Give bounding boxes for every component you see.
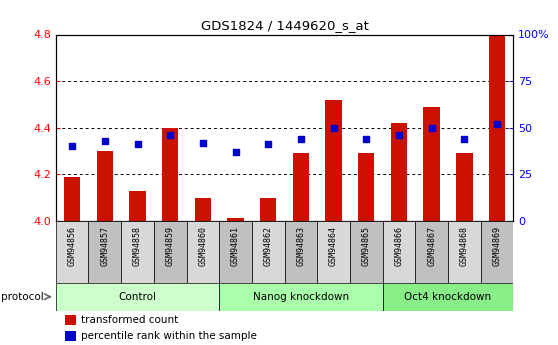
Bar — [489, 34, 505, 221]
Bar — [318, 221, 350, 283]
Point — [427, 125, 436, 130]
Bar — [350, 221, 383, 283]
Point — [264, 142, 273, 147]
Text: Nanog knockdown: Nanog knockdown — [253, 292, 349, 302]
Text: GSM94859: GSM94859 — [166, 226, 175, 266]
Bar — [480, 221, 513, 283]
Bar — [448, 221, 480, 283]
Bar — [89, 221, 121, 283]
Text: GSM94867: GSM94867 — [427, 226, 436, 266]
Point — [166, 132, 175, 138]
Text: GSM94856: GSM94856 — [68, 226, 76, 266]
Bar — [219, 283, 383, 310]
Bar — [162, 128, 179, 221]
Bar — [56, 283, 219, 310]
Text: Oct4 knockdown: Oct4 knockdown — [405, 292, 492, 302]
Bar — [391, 123, 407, 221]
Bar — [424, 107, 440, 221]
Bar — [293, 153, 309, 221]
Bar — [219, 221, 252, 283]
Text: GSM94864: GSM94864 — [329, 226, 338, 266]
Bar — [228, 218, 244, 221]
Point — [100, 138, 109, 144]
Text: protocol: protocol — [1, 292, 44, 302]
Bar — [154, 221, 186, 283]
Point — [133, 142, 142, 147]
Bar — [285, 221, 318, 283]
Bar — [195, 198, 211, 221]
Text: GSM94860: GSM94860 — [199, 226, 208, 266]
Bar — [121, 221, 154, 283]
Bar — [65, 315, 76, 325]
Bar — [129, 190, 146, 221]
Text: GSM94862: GSM94862 — [264, 226, 273, 266]
Bar — [415, 221, 448, 283]
Point — [199, 140, 208, 145]
Bar — [260, 198, 276, 221]
Text: GSM94866: GSM94866 — [395, 226, 403, 266]
Bar — [358, 153, 374, 221]
Text: Control: Control — [118, 292, 156, 302]
Bar — [325, 100, 341, 221]
Bar — [456, 153, 473, 221]
Point — [493, 121, 502, 127]
Text: GSM94865: GSM94865 — [362, 226, 371, 266]
Bar — [252, 221, 285, 283]
Bar — [56, 221, 89, 283]
Text: percentile rank within the sample: percentile rank within the sample — [81, 331, 257, 341]
Bar — [64, 177, 80, 221]
Text: GSM94868: GSM94868 — [460, 226, 469, 266]
Text: transformed count: transformed count — [81, 315, 178, 325]
Text: GSM94863: GSM94863 — [296, 226, 305, 266]
Point — [296, 136, 305, 141]
Bar — [383, 283, 513, 310]
Bar — [383, 221, 415, 283]
Text: GSM94869: GSM94869 — [493, 226, 502, 266]
Bar — [186, 221, 219, 283]
Title: GDS1824 / 1449620_s_at: GDS1824 / 1449620_s_at — [201, 19, 368, 32]
Text: GSM94861: GSM94861 — [231, 226, 240, 266]
Bar — [97, 151, 113, 221]
Point — [231, 149, 240, 155]
Text: GSM94857: GSM94857 — [100, 226, 109, 266]
Point — [460, 136, 469, 141]
Text: GSM94858: GSM94858 — [133, 226, 142, 266]
Point — [395, 132, 403, 138]
Bar — [65, 331, 76, 341]
Point — [362, 136, 371, 141]
Point — [329, 125, 338, 130]
Point — [68, 144, 76, 149]
